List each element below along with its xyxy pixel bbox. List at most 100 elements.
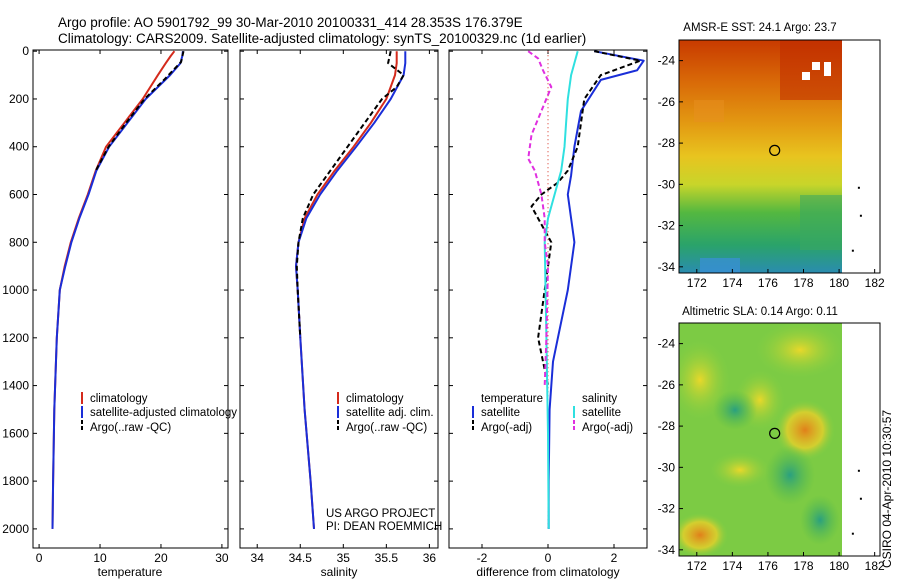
- sla-high-patch: [710, 452, 770, 488]
- y-tick-label: -34: [658, 260, 676, 274]
- series-line-satellite: [295, 51, 407, 529]
- y-tick-label: 1000: [2, 283, 29, 297]
- coastline-fragment: [857, 186, 860, 189]
- coastline-fragment: [851, 249, 854, 252]
- x-tick-label: 10: [93, 551, 107, 565]
- coastline-fragment: [857, 469, 860, 472]
- y-tick-label: 200: [9, 92, 29, 106]
- x-tick-label: 182: [865, 276, 885, 290]
- temperature-panel: 0 10 20 30 0 200 400 600 800 1000 1200 1400 1600 1800…: [2, 44, 229, 579]
- x-tick-label: 20: [154, 551, 168, 565]
- x-tick-label: 172: [687, 276, 707, 290]
- sst-heatmap: [679, 40, 842, 273]
- x-tick-label: 176: [758, 559, 778, 573]
- sst-warm-patch: [694, 100, 724, 122]
- x-tick-label: 35: [337, 551, 351, 565]
- legend-header-temperature: temperature: [481, 393, 543, 405]
- sst-missing-pixel: [812, 62, 820, 70]
- y-tick-label: -32: [658, 219, 676, 233]
- x-tick-label: 172: [687, 559, 707, 573]
- salinity-x-label: salinity: [321, 565, 358, 579]
- legend-label-temp-satellite: satellite: [481, 407, 520, 419]
- x-tick-label: 180: [829, 276, 849, 290]
- x-tick-label: 178: [793, 559, 813, 573]
- coastline-fragment: [859, 497, 862, 500]
- y-tick-label: -24: [658, 54, 676, 68]
- coastline-fragment: [851, 532, 854, 535]
- legend-label-sal-argo: Argo(-adj): [582, 422, 633, 434]
- y-tick-label: 600: [9, 188, 29, 202]
- salinity-axes-frame: [239, 49, 439, 549]
- sla-map-title: Altimetric SLA: 0.14 Argo: 0.11: [682, 306, 838, 318]
- y-tick-label: -28: [658, 419, 676, 433]
- y-tick-label: -32: [658, 502, 676, 516]
- sst-map-axes: 172 174 176 178 180 182 -24 -26 -28 -30 -32 -34: [658, 54, 885, 290]
- legend-label-argo: Argo(..raw -QC): [346, 422, 427, 434]
- temperature-legend: climatology satellite-adjusted climatolo…: [81, 392, 237, 434]
- legend-label-satellite: satellite-adjusted climatology: [90, 407, 237, 419]
- x-tick-label: 35.5: [375, 551, 399, 565]
- sst-missing-pixel: [824, 62, 831, 76]
- sla-high-patch: [755, 323, 842, 378]
- temperature-axes-frame: [32, 49, 229, 549]
- sst-cool-patch: [800, 195, 842, 250]
- credit-project: US ARGO PROJECT: [326, 508, 435, 520]
- y-tick-label: 1400: [2, 379, 29, 393]
- sst-map-panel: AMSR-E SST: 24.1 Argo: 23.7 172 174 176 178…: [658, 22, 885, 290]
- sla-no-data-region: [842, 323, 880, 556]
- y-tick-label: 2000: [2, 522, 29, 536]
- temperature-plot: 0 10 20 30 0 200 400 600 800 1000 1200 1400 1600 1800…: [2, 44, 229, 565]
- sla-map-axes: 172 174 176 178 180 182 -24 -26 -28 -30 -32 -34: [658, 337, 885, 573]
- y-tick-label: -24: [658, 337, 676, 351]
- x-tick-label: 174: [722, 276, 742, 290]
- difference-legend: temperature salinity satellite Argo(-adj…: [472, 393, 633, 434]
- legend-label-climatology: climatology: [346, 393, 404, 405]
- coastline-fragment: [859, 214, 862, 217]
- series-line-argo: [94, 50, 185, 172]
- x-tick-label: 178: [793, 276, 813, 290]
- sst-warm-patch: [780, 40, 842, 100]
- difference-panel: -2 0 2 difference from climatology: [448, 49, 648, 579]
- y-tick-label: 0: [22, 44, 29, 58]
- legend-label-sal-satellite: satellite: [582, 407, 621, 419]
- series-line-satellite: [547, 50, 645, 529]
- figure-title-line1: Argo profile: AO 5901792_99 30-Mar-2010 …: [58, 15, 523, 30]
- salinity-panel: 34 34.5 35 35.5 36 salinity: [239, 49, 439, 579]
- x-tick-label: 2: [611, 551, 618, 565]
- series-line-argo-adj-: [527, 50, 553, 386]
- sla-high-patch: [679, 513, 728, 556]
- x-tick-label: 182: [865, 559, 885, 573]
- x-tick-label: 176: [758, 276, 778, 290]
- x-tick-label: 0: [545, 551, 552, 565]
- y-tick-label: -26: [658, 95, 676, 109]
- series-line-argo: [295, 50, 405, 338]
- y-tick-label: 1800: [2, 474, 29, 488]
- legend-label-climatology: climatology: [90, 393, 148, 405]
- timestamp-stamp: CSIRO 04-Apr-2010 10:30:57: [880, 409, 894, 568]
- salinity-plot: 34 34.5 35 35.5 36: [240, 50, 438, 565]
- argo-location-marker: [769, 144, 781, 156]
- x-tick-label: 34: [251, 551, 265, 565]
- x-tick-label: 30: [215, 551, 229, 565]
- y-tick-label: -28: [658, 136, 676, 150]
- legend-label-satellite: satellite adj. clim.: [346, 407, 434, 419]
- sla-low-patch: [713, 390, 757, 430]
- x-tick-label: 180: [829, 559, 849, 573]
- legend-header-salinity: salinity: [582, 393, 617, 405]
- y-tick-label: -26: [658, 378, 676, 392]
- difference-plot: -2 0 2: [449, 50, 647, 565]
- sla-map-panel: Altimetric SLA: 0.14 Argo: 0.11 172 174 17…: [658, 306, 885, 573]
- x-tick-label: 174: [722, 559, 742, 573]
- difference-x-label: difference from climatology: [476, 565, 619, 579]
- legend-label-temp-argo: Argo(-adj): [481, 422, 532, 434]
- sst-no-data-region: [842, 40, 880, 273]
- y-tick-label: 1600: [2, 426, 29, 440]
- y-tick-label: -30: [658, 460, 676, 474]
- sla-heatmap: [679, 323, 842, 556]
- legend-label-argo: Argo(..raw -QC): [90, 422, 171, 434]
- figure-title-line2: Climatology: CARS2009. Satellite-adjuste…: [58, 31, 586, 46]
- series-line-climatology: [51, 50, 176, 529]
- sst-cool-patch: [700, 258, 740, 273]
- salinity-legend: climatology satellite adj. clim. Argo(..…: [337, 392, 434, 434]
